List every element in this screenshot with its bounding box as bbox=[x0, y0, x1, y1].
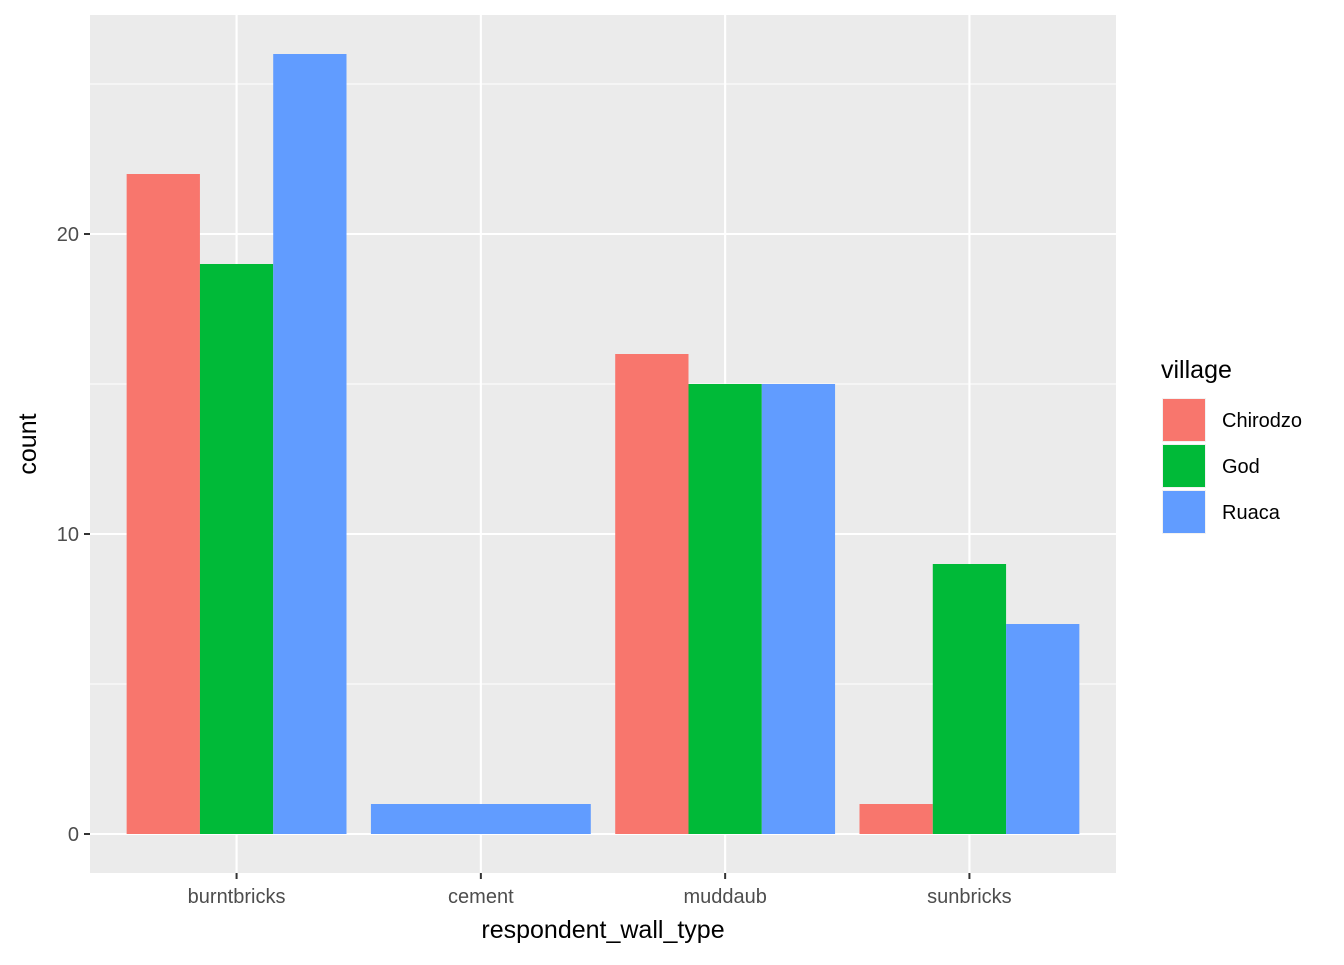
bar-muddaub-God bbox=[688, 384, 762, 834]
bar-muddaub-Chirodzo bbox=[615, 354, 689, 834]
bar-sunbricks-God bbox=[932, 564, 1007, 834]
legend: village Chirodzo God Ruaca bbox=[1161, 356, 1302, 534]
y-tick-label: 20 bbox=[57, 224, 79, 246]
legend-label: Ruaca bbox=[1222, 502, 1281, 524]
y-tick-label: 0 bbox=[68, 824, 79, 846]
bar-cement-Ruaca bbox=[370, 804, 591, 834]
y-tick-label: 10 bbox=[57, 524, 79, 546]
x-tick-label: cement bbox=[448, 886, 514, 908]
legend-label: Chirodzo bbox=[1222, 410, 1302, 432]
bar-sunbricks-Ruaca bbox=[1006, 624, 1080, 834]
legend-label: God bbox=[1222, 456, 1260, 478]
bar-burntbricks-Chirodzo bbox=[126, 174, 200, 834]
x-tick-label: burntbricks bbox=[188, 886, 286, 908]
x-tick-label: sunbricks bbox=[927, 886, 1011, 908]
legend-key-Chirodzo bbox=[1163, 399, 1205, 441]
x-axis-label: respondent_wall_type bbox=[481, 916, 724, 944]
x-tick-label: muddaub bbox=[683, 886, 766, 908]
legend-title: village bbox=[1161, 356, 1232, 384]
legend-key-Ruaca bbox=[1163, 491, 1205, 533]
legend-key-God bbox=[1163, 445, 1205, 487]
bar-muddaub-Ruaca bbox=[761, 384, 836, 834]
bar-sunbricks-Chirodzo bbox=[859, 804, 933, 834]
y-axis-label: count bbox=[14, 413, 42, 474]
bar-burntbricks-God bbox=[199, 264, 274, 834]
bar-burntbricks-Ruaca bbox=[273, 54, 347, 834]
